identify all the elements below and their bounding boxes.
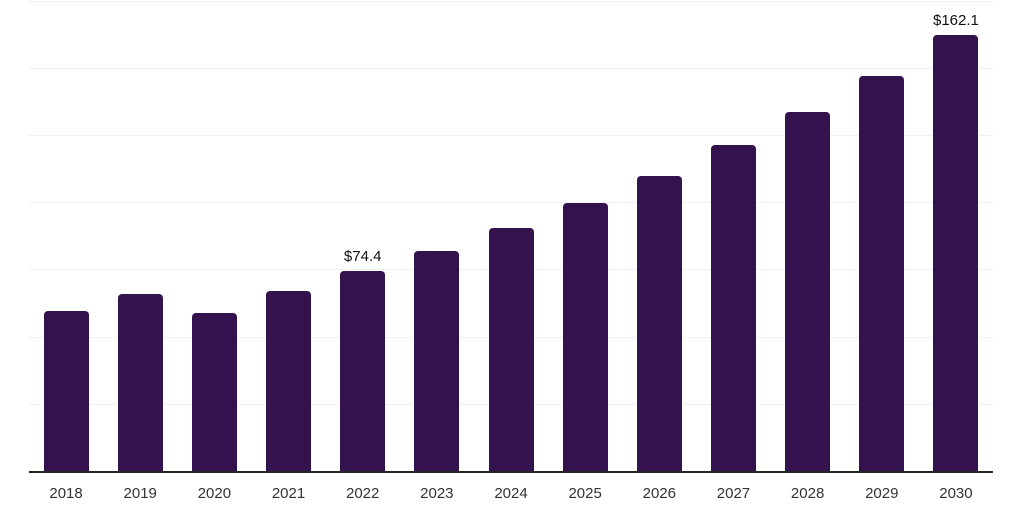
x-tick-2024: 2024 bbox=[494, 485, 528, 502]
x-tick-2019: 2019 bbox=[123, 485, 157, 502]
bar-2019 bbox=[117, 293, 163, 471]
x-tick-2023: 2023 bbox=[420, 485, 454, 502]
bar-2020 bbox=[191, 313, 237, 471]
x-tick-2028: 2028 bbox=[790, 485, 825, 502]
x-axis-line bbox=[29, 471, 993, 473]
x-tick-2018: 2018 bbox=[49, 485, 83, 502]
bar-2026 bbox=[636, 175, 682, 471]
data-label-2022: $74.4 bbox=[343, 248, 382, 266]
x-tick-2022: 2022 bbox=[346, 485, 380, 502]
x-tick-2021: 2021 bbox=[271, 485, 306, 502]
bar-2018 bbox=[43, 311, 89, 471]
bar-2028 bbox=[785, 112, 831, 471]
plot-area: $74.4 $162.1 bbox=[29, 0, 993, 473]
bar-2024 bbox=[488, 228, 534, 471]
x-tick-2030: 2030 bbox=[939, 485, 973, 502]
gridline-125 bbox=[29, 135, 993, 136]
gridline-150 bbox=[29, 67, 993, 69]
x-tick-2029: 2029 bbox=[865, 485, 899, 502]
bar-2023 bbox=[414, 250, 460, 471]
x-tick-2020: 2020 bbox=[197, 485, 232, 502]
x-tick-2026: 2026 bbox=[642, 485, 676, 502]
x-tick-2027: 2027 bbox=[716, 485, 751, 502]
data-label-2030: $162.1 bbox=[932, 12, 979, 30]
bar-2021 bbox=[266, 290, 312, 471]
bar-2030 bbox=[933, 35, 979, 471]
gridline-175 bbox=[29, 0, 993, 2]
bar-2027 bbox=[710, 145, 756, 471]
gridline-100 bbox=[29, 202, 993, 204]
x-axis-labels: 2018 2019 2020 2021 2022 2023 2024 2025 2026 2027… bbox=[29, 484, 993, 504]
bar-2029 bbox=[859, 75, 905, 471]
bar-2022 bbox=[340, 271, 386, 471]
bar-2025 bbox=[562, 203, 608, 471]
x-tick-2025: 2025 bbox=[568, 485, 602, 502]
